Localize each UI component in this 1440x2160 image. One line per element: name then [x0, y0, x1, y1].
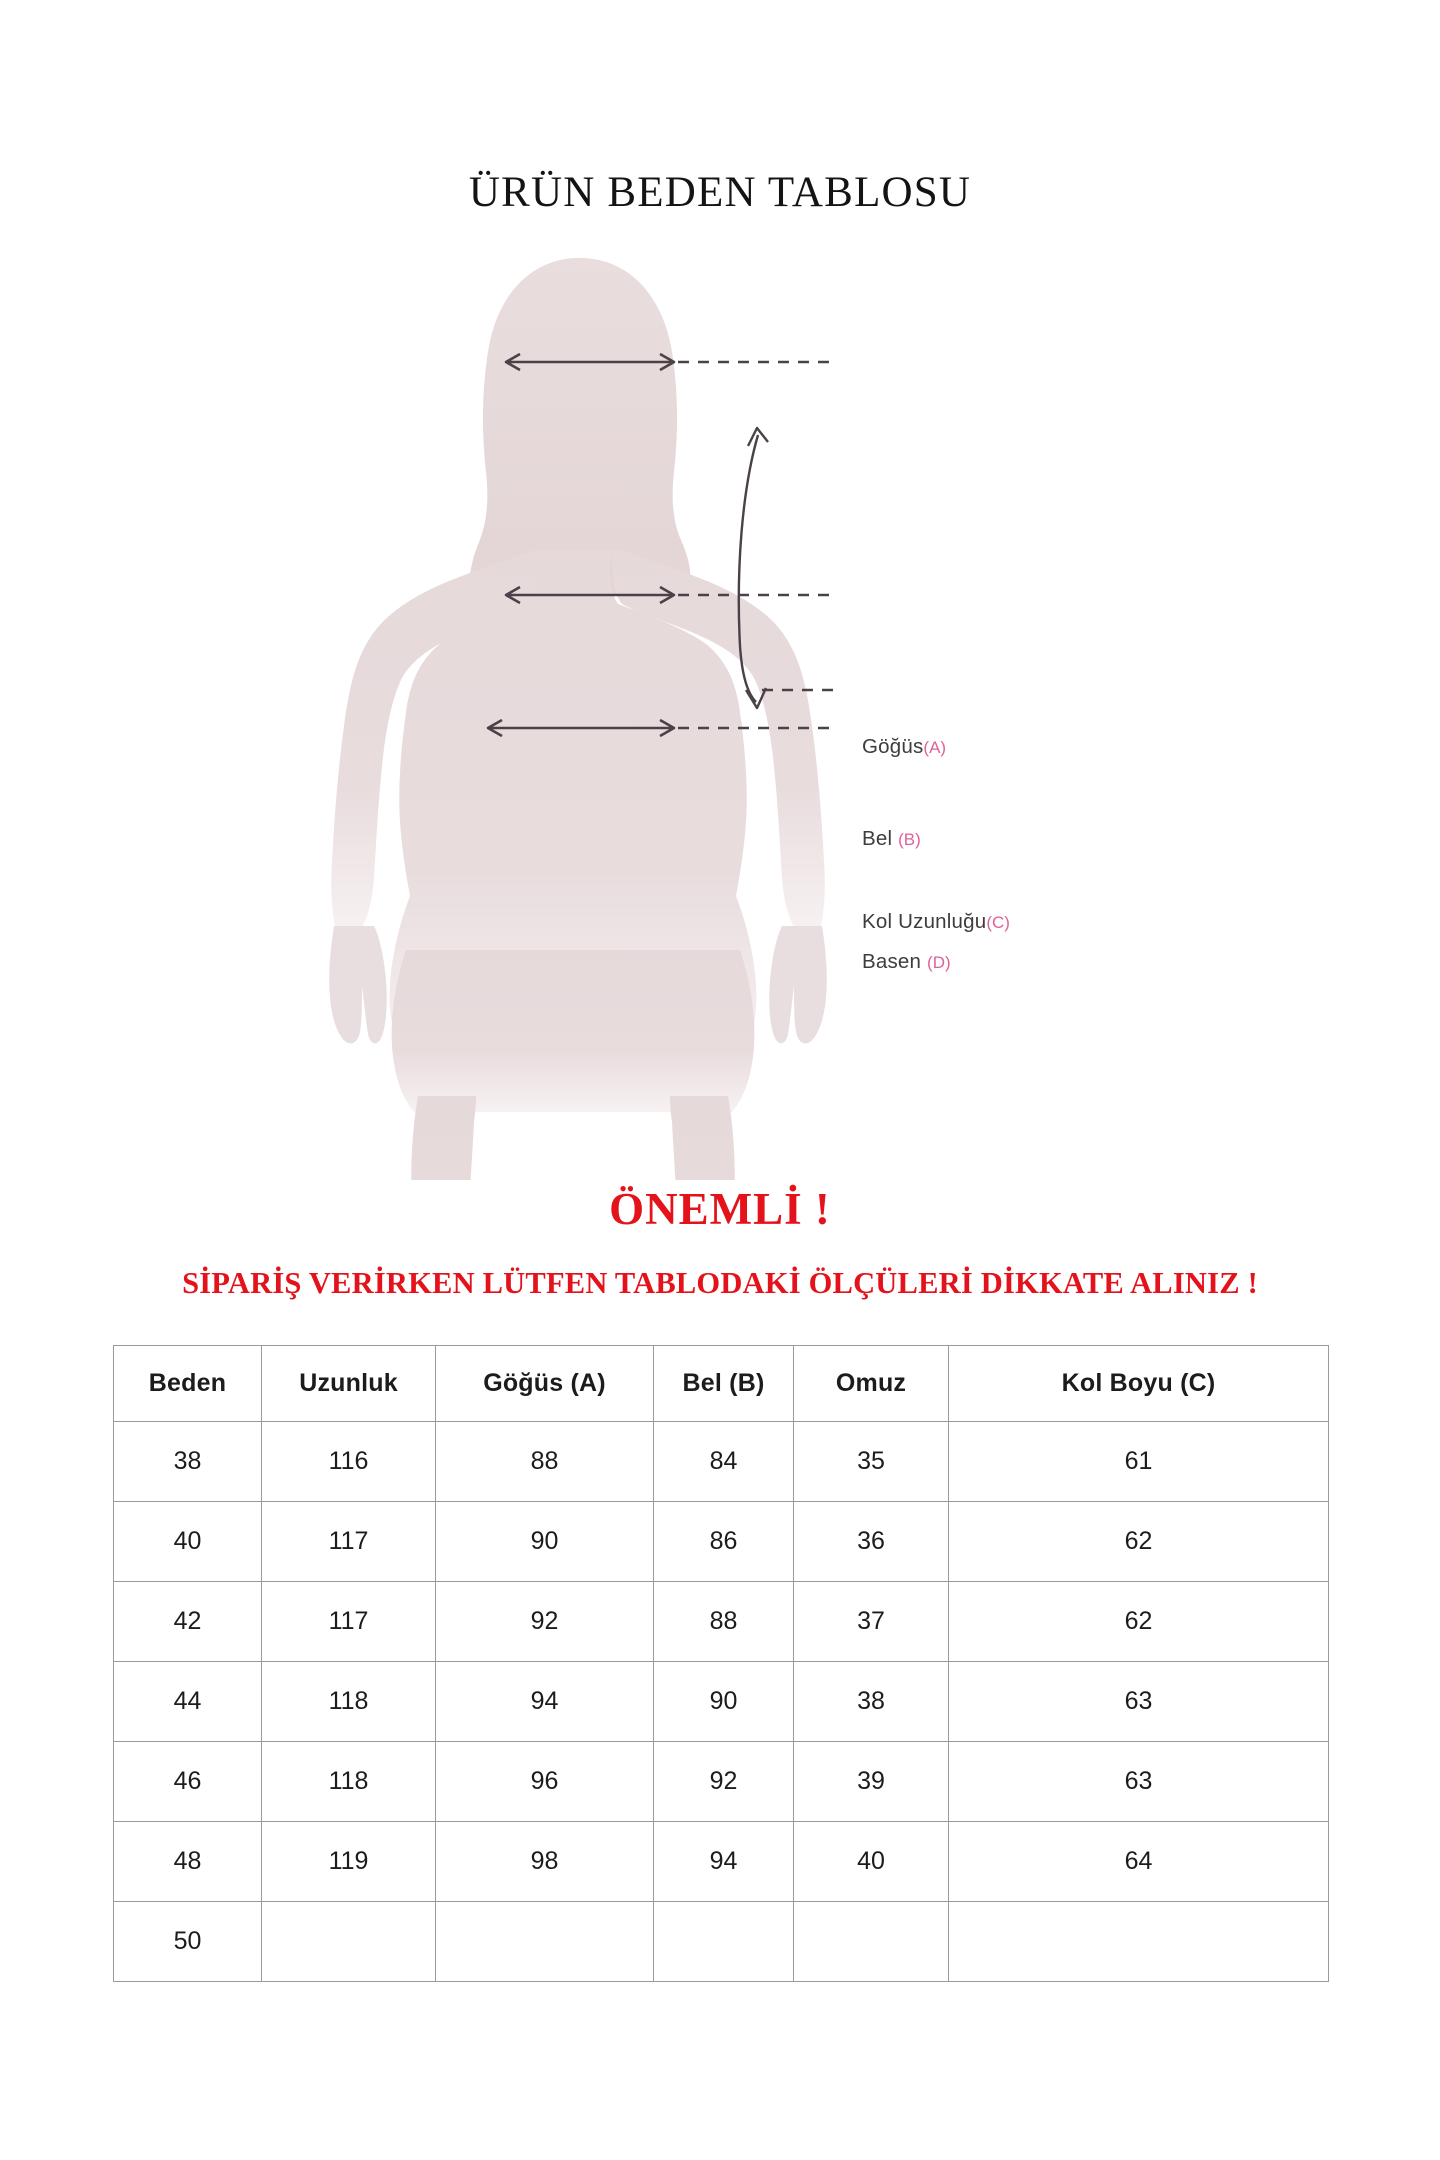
table-cell-Beden: 44 [113, 1661, 262, 1742]
table-cell-Göğüs (A): 88 [435, 1421, 654, 1502]
table-cell-Uzunluk: 118 [261, 1741, 436, 1822]
table-cell-Bel (B) [653, 1901, 794, 1982]
table-cell-Uzunluk [261, 1901, 436, 1982]
table-cell-Bel (B): 86 [653, 1501, 794, 1582]
label-waist-text: Bel [862, 827, 899, 850]
table-row: 40 117 90 86 36 62 [113, 1501, 1329, 1582]
table-row: 44 118 94 90 38 63 [113, 1661, 1329, 1742]
table-cell-Uzunluk: 118 [261, 1661, 436, 1742]
header-beden: Beden [113, 1345, 262, 1422]
label-waist-code: (B) [898, 830, 921, 849]
table-cell-Kol Boyu (C): 63 [948, 1661, 1329, 1742]
sleeve-arrow [737, 426, 769, 710]
table-header-row: Beden Uzunluk Göğüs (A) Bel (B) Omuz Kol… [113, 1345, 1329, 1422]
label-chest-text: Göğüs [862, 735, 924, 758]
table-row: 46 118 96 92 39 63 [113, 1741, 1329, 1822]
table-row: 48 119 98 94 40 64 [113, 1821, 1329, 1902]
waist-arrow [504, 585, 676, 605]
table-cell-Kol Boyu (C): 62 [948, 1501, 1329, 1582]
table-cell-Omuz: 38 [793, 1661, 949, 1742]
table-cell-Bel (B): 84 [653, 1421, 794, 1502]
table-cell-Omuz [793, 1901, 949, 1982]
table-cell-Beden: 48 [113, 1821, 262, 1902]
left-hand-shape [329, 926, 387, 1044]
table-row: 50 [113, 1901, 1329, 1982]
header-kol: Kol Boyu (C) [948, 1345, 1329, 1422]
label-hips-text: Basen [862, 950, 928, 973]
table-cell-Omuz: 36 [793, 1501, 949, 1582]
table-cell-Beden: 46 [113, 1741, 262, 1822]
left-leg-shape [411, 1096, 476, 1180]
label-sleeve-text: Kol Uzunluğu [862, 910, 987, 933]
label-hips: Basen (D) [862, 950, 951, 974]
header-uzunluk: Uzunluk [261, 1345, 436, 1422]
table-row: 42 117 92 88 37 62 [113, 1581, 1329, 1662]
table-cell-Kol Boyu (C): 63 [948, 1741, 1329, 1822]
table-cell-Bel (B): 88 [653, 1581, 794, 1662]
table-cell-Kol Boyu (C): 61 [948, 1421, 1329, 1502]
table-cell-Göğüs (A): 94 [435, 1661, 654, 1742]
hips-shape [391, 950, 755, 1112]
measurement-diagram: Göğüs(A) Bel (B) Kol Uzunluğu(C) Basen (… [0, 250, 1440, 1180]
header-omuz: Omuz [793, 1345, 949, 1422]
table-cell-Beden: 50 [113, 1901, 262, 1982]
right-arm-shape [612, 550, 825, 930]
body-shape [331, 550, 545, 930]
body-silhouette-svg [329, 257, 838, 1180]
table-cell-Bel (B): 94 [653, 1821, 794, 1902]
table-cell-Omuz: 40 [793, 1821, 949, 1902]
page-title: ÜRÜN BEDEN TABLOSU [468, 169, 972, 216]
table-cell-Beden: 38 [113, 1421, 262, 1502]
table-cell-Uzunluk: 116 [261, 1421, 436, 1502]
size-table: Beden Uzunluk Göğüs (A) Bel (B) Omuz Kol… [113, 1345, 1329, 1982]
table-cell-Beden: 42 [113, 1581, 262, 1662]
warning-headline: ÖNEMLİ ! [609, 1184, 831, 1234]
table-cell-Uzunluk: 117 [261, 1581, 436, 1662]
table-cell-Omuz: 39 [793, 1741, 949, 1822]
table-cell-Göğüs (A): 96 [435, 1741, 654, 1822]
hair-shape [470, 257, 691, 594]
table-cell-Göğüs (A): 98 [435, 1821, 654, 1902]
header-bel: Bel (B) [653, 1345, 794, 1422]
right-hand-shape [769, 926, 827, 1044]
label-waist: Bel (B) [862, 827, 921, 851]
label-sleeve: Kol Uzunluğu(C) [862, 910, 1010, 934]
warning-message: SİPARİŞ VERİRKEN LÜTFEN TABLODAKİ ÖLÇÜLE… [182, 1266, 1258, 1300]
table-cell-Kol Boyu (C) [948, 1901, 1329, 1982]
table-cell-Kol Boyu (C): 64 [948, 1821, 1329, 1902]
table-cell-Uzunluk: 119 [261, 1821, 436, 1902]
table-cell-Omuz: 37 [793, 1581, 949, 1662]
table-cell-Kol Boyu (C): 62 [948, 1581, 1329, 1662]
table-cell-Omuz: 35 [793, 1421, 949, 1502]
label-hips-code: (D) [927, 953, 951, 972]
label-chest-code: (A) [923, 738, 947, 757]
table-cell-Beden: 40 [113, 1501, 262, 1582]
table-row: 38 116 88 84 35 61 [113, 1421, 1329, 1502]
right-leg-shape [670, 1096, 735, 1180]
label-chest: Göğüs(A) [862, 735, 946, 759]
table-cell-Göğüs (A) [435, 1901, 654, 1982]
table-cell-Bel (B): 90 [653, 1661, 794, 1742]
table-cell-Uzunluk: 117 [261, 1501, 436, 1582]
table-body: 38 116 88 84 35 61 40 117 90 86 36 62 42 117 92 88 37 62 4… [113, 1421, 1329, 1982]
table-cell-Göğüs (A): 92 [435, 1581, 654, 1662]
label-sleeve-code: (C) [986, 913, 1010, 932]
table-cell-Bel (B): 92 [653, 1741, 794, 1822]
header-gogus: Göğüs (A) [435, 1345, 654, 1422]
torso-shape [389, 550, 757, 1062]
table-cell-Göğüs (A): 90 [435, 1501, 654, 1582]
hips-arrow [486, 718, 676, 738]
chest-arrow [504, 352, 676, 372]
